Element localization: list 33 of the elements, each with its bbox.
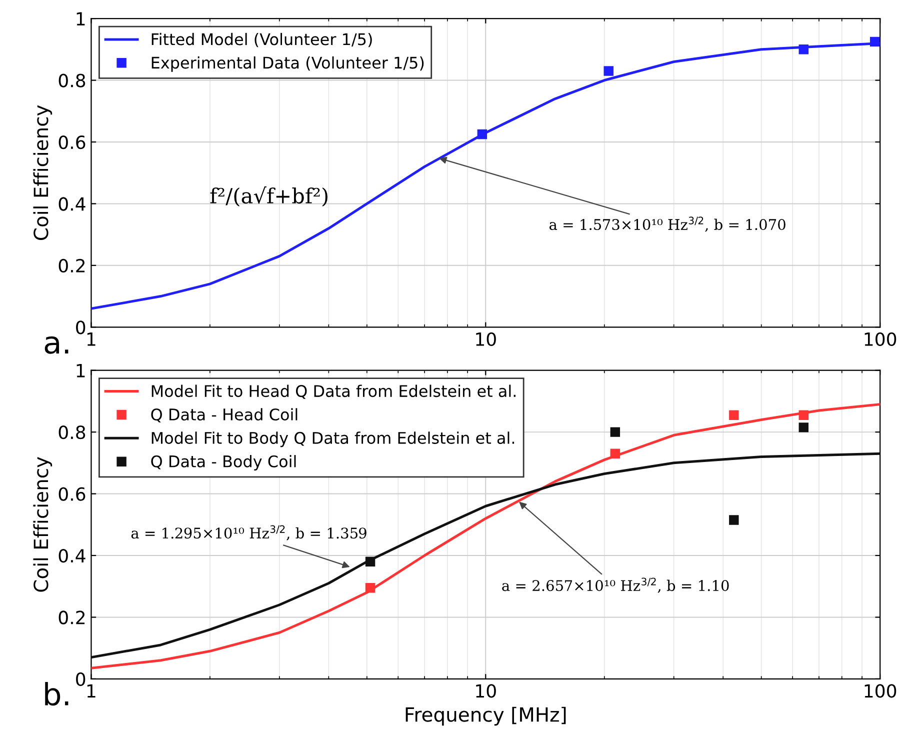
annotation: a = 2.657×10¹⁰ Hz$^{3/2}$, b = 1.10 (502, 578, 729, 593)
y-axis-title: Coil Efficiency (33, 105, 52, 240)
x-tick-label: 100 (864, 684, 896, 698)
y-tick-label: 1 (76, 364, 85, 378)
y-tick-label: 0.8 (58, 426, 86, 440)
legend-label: Experimental Data (Volunteer 1/5) (152, 56, 424, 72)
legend-label: Model Fit to Body Q Data from Edelstein et al. (152, 432, 514, 448)
y-tick-label: 0.8 (58, 74, 86, 88)
y-axis-title: Coil Efficiency (33, 457, 52, 592)
x-tick-label: 1 (87, 684, 96, 698)
legend-label: Q Data - Head Coil (151, 408, 298, 422)
y-tick-label: 0 (76, 672, 86, 686)
text: b. (45, 682, 68, 706)
annotation: a = 1.573×10¹⁰ Hz$^{3/2}$, b = 1.070 (549, 216, 786, 232)
legend-label: Q Data - Body Coil (151, 455, 296, 471)
x-tick-label: 1 (87, 332, 96, 346)
y-tick-label: 0 (76, 320, 86, 334)
y-tick-label: 0.6 (58, 487, 86, 501)
legend-label: Model Fit to Head Q Data from Edelstein et al. (152, 384, 516, 399)
y-tick-label: 0.4 (58, 548, 86, 563)
legend-label: Fitted Model (Volunteer 1/5) (152, 32, 372, 48)
text: a. (44, 336, 68, 354)
x-tick-label: 10 (476, 684, 496, 698)
x-tick-label: 100 (864, 332, 896, 346)
x-tick-label: 10 (476, 332, 496, 346)
annotation: f²/(a√f+bf²) (210, 186, 328, 207)
y-tick-label: 0.2 (58, 258, 85, 273)
y-tick-label: 0.6 (58, 135, 86, 150)
annotation: a = 1.295×10¹⁰ Hz$^{3/2}$, b = 1.359 (131, 525, 366, 540)
y-tick-label: 0.2 (58, 610, 85, 624)
y-tick-label: 0.4 (58, 197, 86, 211)
y-tick-label: 1 (76, 12, 85, 26)
x-axis-title: Frequency [MHz] (406, 706, 566, 726)
